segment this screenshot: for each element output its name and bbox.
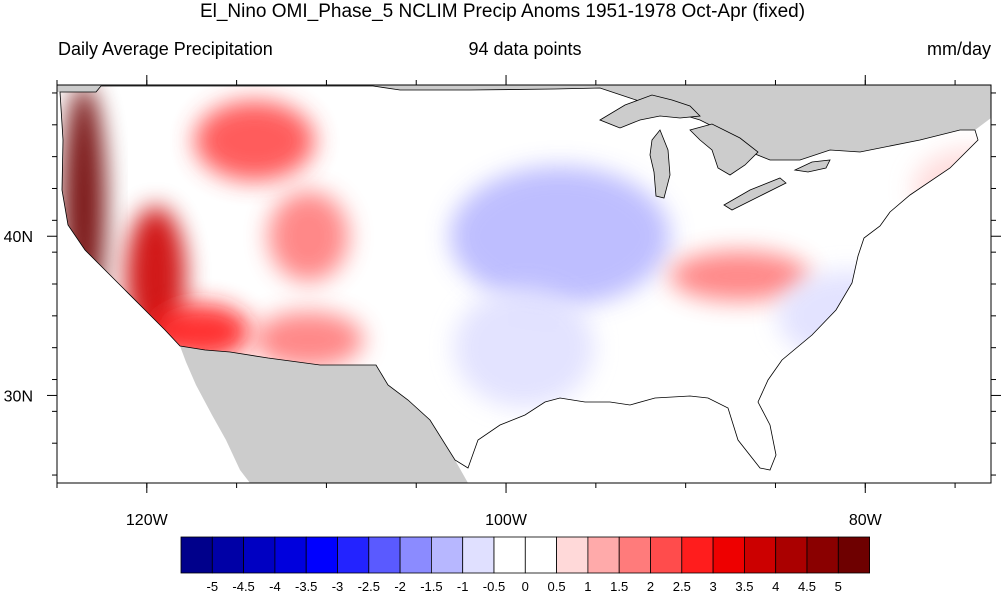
colorbar-box — [618, 536, 651, 574]
colorbar-box — [681, 536, 714, 574]
colorbar-box — [493, 536, 526, 574]
colorbar-label: -3 — [332, 579, 344, 594]
lon-tick-label: 120W — [126, 512, 169, 529]
colorbar-label: 4.5 — [798, 579, 816, 594]
colorbar-box — [775, 536, 808, 574]
anomaly-region-ohio-valley-wet — [669, 251, 810, 302]
lon-tick-label: 100W — [485, 512, 528, 529]
colorbar-box — [399, 536, 432, 574]
axis-tick-labels: 120W 100W 80W 30N 40N — [4, 229, 883, 529]
colorbar-box — [587, 536, 620, 574]
mexico-land — [180, 346, 468, 483]
colorbar-box — [305, 536, 338, 574]
colorbar-label: 3.5 — [735, 579, 753, 594]
lake-ontario — [793, 159, 831, 173]
colorbar-label: -1.5 — [420, 579, 442, 594]
colorbar-label: 2.5 — [673, 579, 691, 594]
lat-tick-label: 30N — [4, 388, 33, 405]
colorbar-box — [368, 536, 401, 574]
baja-land — [192, 355, 240, 430]
colorbar-box — [806, 536, 839, 574]
colorbar-box — [430, 536, 464, 574]
colorbar-box — [650, 536, 683, 574]
lake-erie — [723, 177, 787, 211]
lake-huron — [689, 123, 759, 176]
colorbar-box — [274, 536, 307, 574]
colorbar-label: 3 — [709, 579, 716, 594]
colorbar-box — [180, 536, 213, 574]
units-string: mm/day — [926, 39, 991, 59]
colorbar-box — [243, 536, 276, 574]
colorbar-label: -4 — [269, 579, 281, 594]
colorbar-label: -0.5 — [483, 579, 505, 594]
colorbar-label: 4 — [772, 579, 779, 594]
colorbar: -5 -4.5 -4 -3.5 -3 -2.5 -2 -1.5 -1 -0.5 0 0.5 1 1.5 2 2… — [180, 536, 870, 594]
canada-land — [57, 85, 991, 160]
anomaly-region-utah-wet — [268, 191, 349, 282]
lake-michigan — [649, 129, 671, 199]
colorbar-label: -2 — [394, 579, 406, 594]
axis-ticks — [47, 75, 1001, 493]
colorbar-label: -5 — [207, 579, 219, 594]
anomaly-region-texas-dry — [454, 287, 594, 408]
colorbar-label: -2.5 — [358, 579, 380, 594]
colorbar-label: 1 — [584, 579, 591, 594]
lat-tick-label: 40N — [4, 229, 33, 246]
anomaly-region-arizona-wet — [253, 311, 364, 368]
colorbar-box — [837, 536, 870, 574]
colorbar-box — [211, 536, 245, 574]
colorbar-label: 0.5 — [548, 579, 566, 594]
center-string: 94 data points — [468, 39, 582, 59]
colorbar-box — [744, 536, 777, 574]
colorbar-label: 0 — [522, 579, 529, 594]
colorbar-label: 5 — [835, 579, 842, 594]
colorbar-label: 1.5 — [610, 579, 628, 594]
anomaly-region-great-plains-dry — [449, 166, 670, 307]
colorbar-label: 2 — [647, 579, 654, 594]
colorbar-label: -3.5 — [295, 579, 317, 594]
colorbar-box — [524, 536, 557, 574]
colorbar-label: -4.5 — [232, 579, 254, 594]
lon-tick-label: 80W — [849, 512, 883, 529]
colorbar-box — [712, 536, 745, 574]
left-string: Daily Average Precipitation — [58, 39, 273, 59]
plot-title: El_Nino OMI_Phase_5 NCLIM Precip Anoms 1… — [199, 1, 806, 22]
colorbar-box — [337, 536, 370, 574]
anomaly-region-northern-rockies-wet — [194, 100, 315, 181]
colorbar-box — [556, 536, 589, 574]
lake-superior — [599, 94, 701, 129]
colorbar-label: -1 — [457, 579, 469, 594]
colorbar-box — [462, 536, 495, 574]
